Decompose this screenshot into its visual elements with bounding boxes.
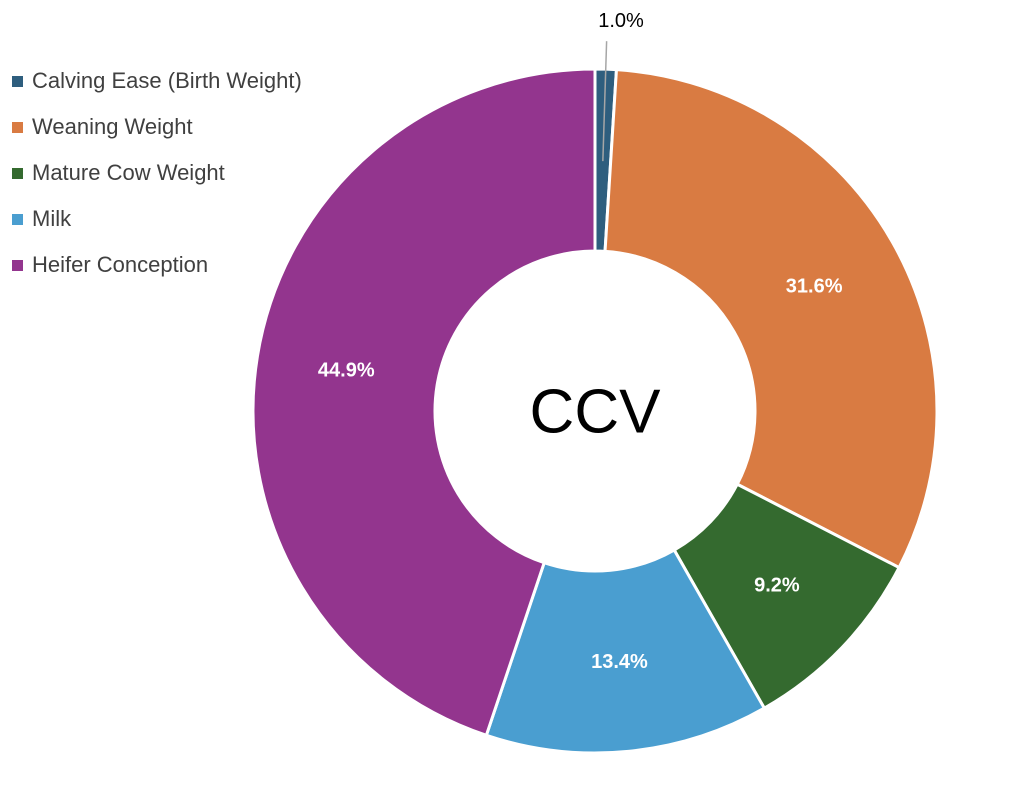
donut-slices <box>251 67 939 755</box>
slice-milk <box>484 548 766 755</box>
legend-swatch <box>12 75 23 87</box>
slice-heifer-conception <box>251 67 597 737</box>
legend-item-milk: Milk <box>12 196 302 242</box>
legend-label: Milk <box>32 206 72 231</box>
legend-item-heifer-conception: Heifer Conception <box>12 242 302 288</box>
center-label: CCV <box>530 378 662 447</box>
legend-swatch <box>12 121 23 133</box>
legend-swatch <box>12 213 23 225</box>
data-label-calving-ease-birth-weight: 1.0% <box>598 10 644 32</box>
legend-label: Calving Ease (Birth Weight) <box>32 68 302 93</box>
legend-label: Heifer Conception <box>32 252 209 277</box>
legend-item-weaning-weight: Weaning Weight <box>12 104 302 150</box>
data-label-mature-cow-weight: 9.2% <box>754 574 800 596</box>
leader-lines <box>602 41 608 162</box>
data-labels: 1.0% 31.6% 9.2% 13.4% 44.9% <box>318 10 843 673</box>
legend-swatch <box>12 259 23 271</box>
legend: Calving Ease (Birth Weight) Weaning Weigh… <box>12 58 302 288</box>
data-label-milk: 13.4% <box>591 651 648 673</box>
data-label-heifer-conception: 44.9% <box>318 359 375 381</box>
leader-line-calving-ease-birth-weight <box>602 41 608 162</box>
data-label-weaning-weight: 31.6% <box>786 276 843 298</box>
slice-weaning-weight <box>603 68 939 570</box>
legend-item-mature-cow-weight: Mature Cow Weight <box>12 150 302 196</box>
legend-item-calving-ease-birth-weight: Calving Ease (Birth Weight) <box>12 58 302 104</box>
legend-label: Weaning Weight <box>32 114 193 139</box>
legend-swatch <box>12 167 23 179</box>
legend-label: Mature Cow Weight <box>32 160 225 185</box>
